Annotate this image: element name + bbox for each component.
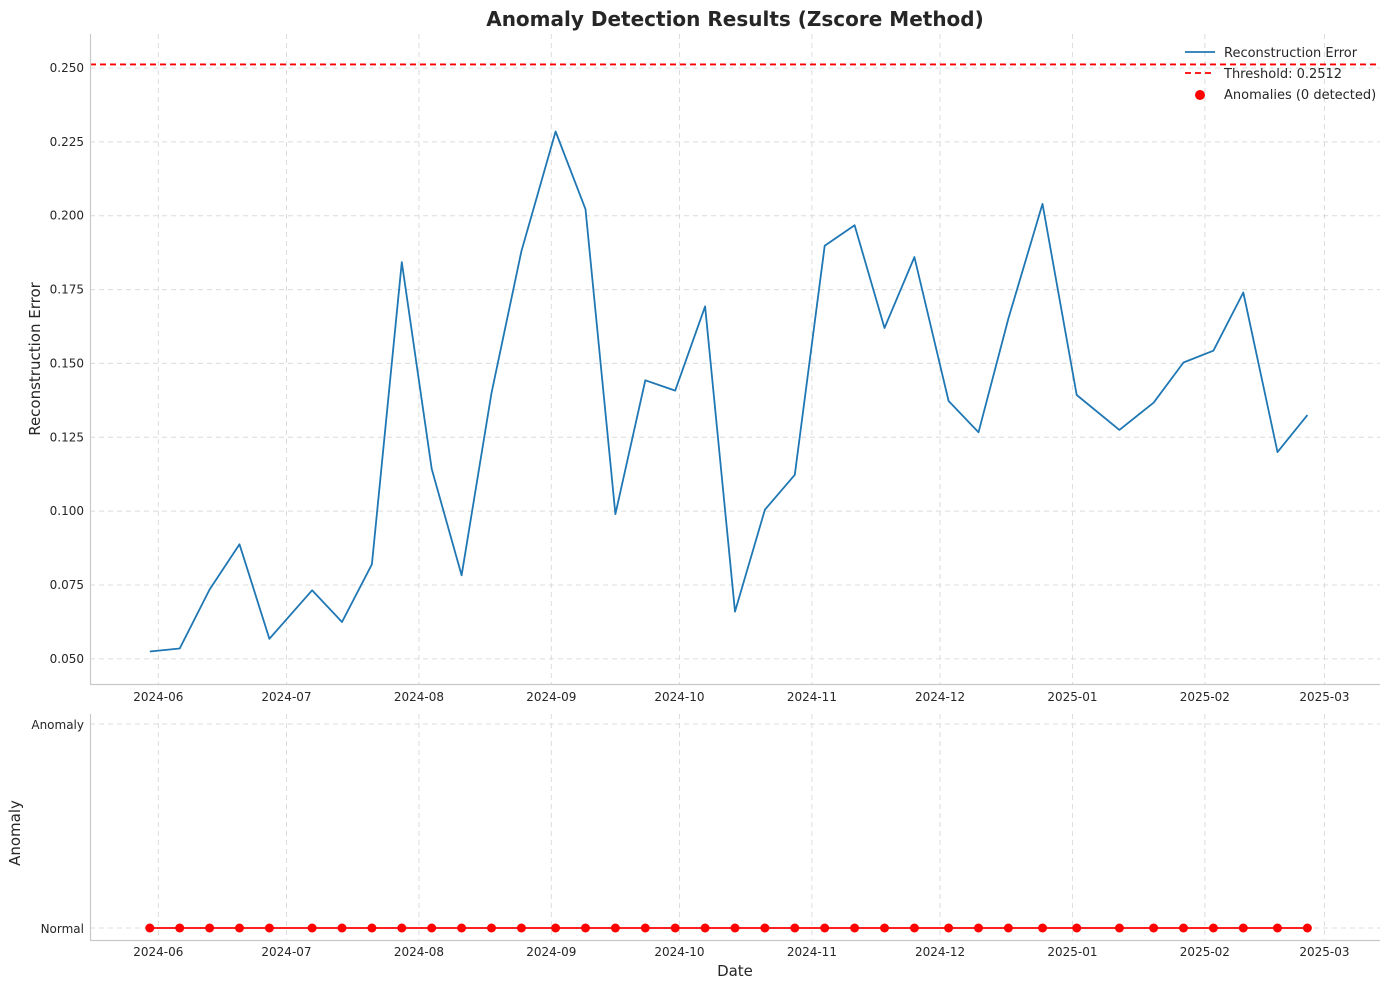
reconstruction-error-line	[149, 130, 1309, 653]
anomaly-flag-point	[367, 923, 377, 933]
top-x-tick-label: 2024-11	[787, 690, 837, 704]
anomaly-flag-point	[175, 923, 185, 933]
legend-label-threshold: Threshold: 0.2512	[1223, 67, 1342, 82]
anomaly-flag-point	[640, 923, 650, 933]
anomaly-flag-point	[1272, 923, 1282, 933]
anomaly-flag-point	[850, 923, 860, 933]
anomaly-flag-point	[551, 923, 561, 933]
top-x-tick-label: 2024-09	[526, 690, 576, 704]
anomaly-flag-point	[516, 923, 526, 933]
top-x-tick-label: 2024-07	[261, 690, 311, 704]
bottom-x-tick-label: 2024-08	[394, 945, 444, 959]
top-y-tick-label: 0.100	[50, 504, 84, 518]
bottom-x-tick-label: 2024-12	[915, 945, 965, 959]
anomaly-flag-point	[397, 923, 407, 933]
top-x-tick-label: 2024-10	[654, 690, 704, 704]
anomaly-flag-point	[944, 923, 954, 933]
top-y-axis-label: Reconstruction Error	[26, 281, 44, 435]
bottom-y-tick-label: Anomaly	[31, 718, 84, 732]
bottom-x-tick-label: 2024-11	[787, 945, 837, 959]
anomaly-flag-point	[580, 923, 590, 933]
anomaly-flag-point	[307, 923, 317, 933]
reconstruction-error-series	[149, 130, 1309, 653]
anomaly-flag-point	[790, 923, 800, 933]
anomaly-flag-point	[1179, 923, 1189, 933]
anomaly-flag-point	[1238, 923, 1248, 933]
bottom-x-tick-label: 2025-03	[1299, 945, 1349, 959]
anomaly-flag-point	[337, 923, 347, 933]
top-y-ticks: 0.050 0.075 0.100 0.125 0.150 0.175 0.200 0.225…	[50, 61, 84, 666]
top-y-tick-label: 0.050	[50, 652, 84, 666]
anomaly-flag-point	[1302, 923, 1312, 933]
anomaly-flag-point	[487, 923, 497, 933]
top-x-tick-label: 2025-02	[1180, 690, 1230, 704]
top-y-tick-label: 0.175	[50, 283, 84, 297]
anomaly-flag-point	[670, 923, 680, 933]
bottom-x-tick-label: 2025-01	[1047, 945, 1097, 959]
legend: Reconstruction Error Threshold: 0.2512 A…	[1185, 46, 1376, 103]
anomaly-flag-series	[145, 923, 1312, 933]
top-x-tick-label: 2025-03	[1299, 690, 1349, 704]
bottom-x-tick-label: 2024-06	[133, 945, 183, 959]
anomaly-flag-point	[235, 923, 245, 933]
anomaly-flag-point	[700, 923, 710, 933]
top-grid	[90, 34, 1380, 684]
anomaly-flag-point	[1149, 923, 1159, 933]
top-y-tick-label: 0.200	[50, 209, 84, 223]
anomaly-flag-point	[457, 923, 467, 933]
anomaly-flag-point	[427, 923, 437, 933]
top-y-tick-label: 0.225	[50, 135, 84, 149]
bottom-y-axis-label: Anomaly	[6, 800, 24, 866]
bottom-x-axis-label: Date	[717, 962, 753, 980]
top-x-tick-label: 2024-06	[133, 690, 183, 704]
anomaly-flag-point	[1003, 923, 1013, 933]
anomaly-flag-point	[610, 923, 620, 933]
anomaly-flag-point	[1038, 923, 1048, 933]
top-x-tick-label: 2024-08	[394, 690, 444, 704]
anomaly-flag-point	[820, 923, 830, 933]
anomaly-flag-point	[730, 923, 740, 933]
top-x-tick-label: 2025-01	[1047, 690, 1097, 704]
bottom-x-ticks: 2024-06 2024-07 2024-08 2024-09 2024-10 2024-…	[133, 945, 1349, 959]
bottom-x-tick-label: 2024-09	[526, 945, 576, 959]
anomaly-flag-point	[205, 923, 215, 933]
bottom-x-tick-label: 2024-07	[261, 945, 311, 959]
anomaly-flag-point	[760, 923, 770, 933]
anomaly-flag-point	[1208, 923, 1218, 933]
chart-title: Anomaly Detection Results (Zscore Method…	[486, 7, 984, 31]
bottom-y-tick-label: Normal	[41, 922, 84, 936]
anomaly-flag-point	[880, 923, 890, 933]
top-y-tick-label: 0.125	[50, 430, 84, 444]
top-x-tick-label: 2024-12	[915, 690, 965, 704]
legend-marker-swatch	[1195, 90, 1205, 100]
anomaly-flag-point	[145, 923, 155, 933]
legend-label-anomalies: Anomalies (0 detected)	[1224, 88, 1376, 103]
anomaly-flag-point	[264, 923, 274, 933]
top-y-tick-label: 0.250	[50, 61, 84, 75]
anomaly-flag-point	[1114, 923, 1124, 933]
bottom-y-ticks: Normal Anomaly	[31, 718, 84, 936]
bottom-x-tick-label: 2025-02	[1180, 945, 1230, 959]
top-y-tick-label: 0.150	[50, 356, 84, 370]
anomaly-flag-point	[1072, 923, 1082, 933]
bottom-x-tick-label: 2024-10	[654, 945, 704, 959]
top-y-tick-label: 0.075	[50, 578, 84, 592]
anomaly-flag-point	[909, 923, 919, 933]
top-x-ticks: 2024-06 2024-07 2024-08 2024-09 2024-10 2024-…	[133, 690, 1349, 704]
anomaly-flag-point	[973, 923, 983, 933]
legend-label-reconstruction-error: Reconstruction Error	[1224, 46, 1358, 61]
bottom-grid	[90, 714, 1380, 940]
